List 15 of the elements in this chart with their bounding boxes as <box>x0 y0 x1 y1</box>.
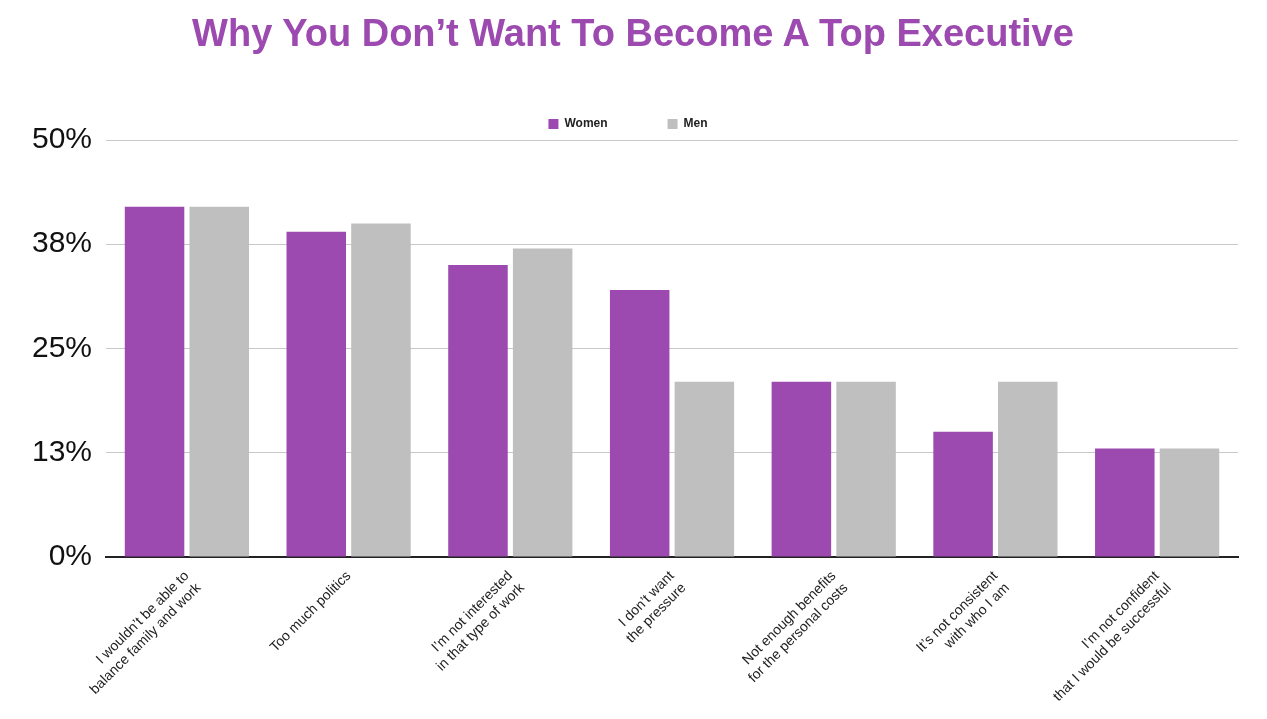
bar <box>609 290 670 557</box>
bar <box>286 231 347 557</box>
bar <box>1095 448 1155 557</box>
y-tick-label: 25% <box>32 329 93 363</box>
y-tick-label: 0% <box>48 538 93 572</box>
legend-label: Women <box>564 116 608 131</box>
chart-title: Why You Don’t Want To Become A Top Executive <box>191 11 1075 56</box>
y-tick-label: 50% <box>32 121 93 155</box>
bar <box>771 381 832 557</box>
bar <box>124 206 185 557</box>
bar <box>933 431 993 557</box>
y-tick-label: 38% <box>32 225 93 259</box>
y-tick-label: 13% <box>32 433 93 467</box>
bar <box>448 265 508 557</box>
legend-label: Men <box>683 116 708 131</box>
